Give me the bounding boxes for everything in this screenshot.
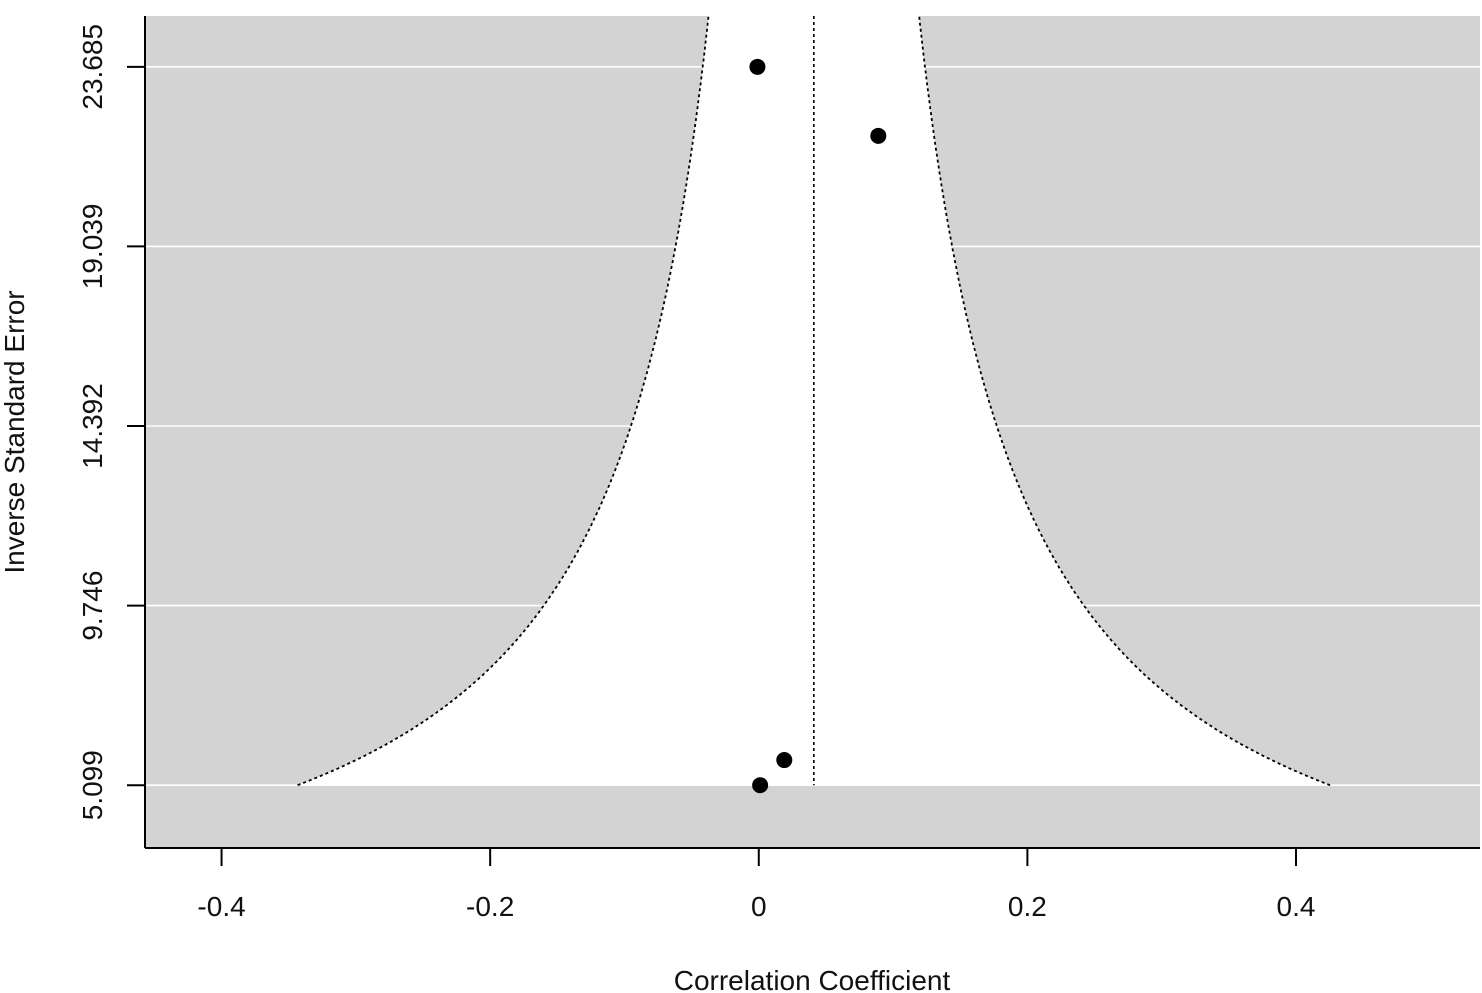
funnel-left-boundary <box>297 16 710 787</box>
y-tick-label: 5.099 <box>77 750 108 820</box>
data-points <box>749 58 887 794</box>
x-tick-label: 0 <box>751 891 767 922</box>
y-tick-label: 19.039 <box>77 204 108 290</box>
data-point <box>749 58 766 75</box>
funnel-right-boundary <box>918 16 1331 787</box>
y-tick-label: 23.685 <box>77 24 108 110</box>
x-tick-label: -0.4 <box>197 891 245 922</box>
x-tick-label: 0.4 <box>1277 891 1316 922</box>
x-tick-label: 0.2 <box>1008 891 1047 922</box>
data-point <box>776 752 793 769</box>
axes: -0.4 -0.2 0 0.2 0.4 5.099 9.746 14.392 19.039 23… <box>77 16 1480 922</box>
gridlines <box>145 66 1480 786</box>
y-axis-title: Inverse Standard Error <box>0 290 30 573</box>
x-axis-ticks: -0.4 -0.2 0 0.2 0.4 <box>197 848 1315 922</box>
x-tick-label: -0.2 <box>466 891 514 922</box>
data-point <box>752 777 769 794</box>
x-axis-title: Correlation Coefficient <box>674 965 951 993</box>
data-point <box>870 127 887 144</box>
plot-area <box>145 16 1480 847</box>
y-tick-label: 9.746 <box>77 571 108 641</box>
y-axis-ticks: 5.099 9.746 14.392 19.039 23.685 <box>77 24 145 820</box>
y-tick-label: 14.392 <box>77 383 108 469</box>
